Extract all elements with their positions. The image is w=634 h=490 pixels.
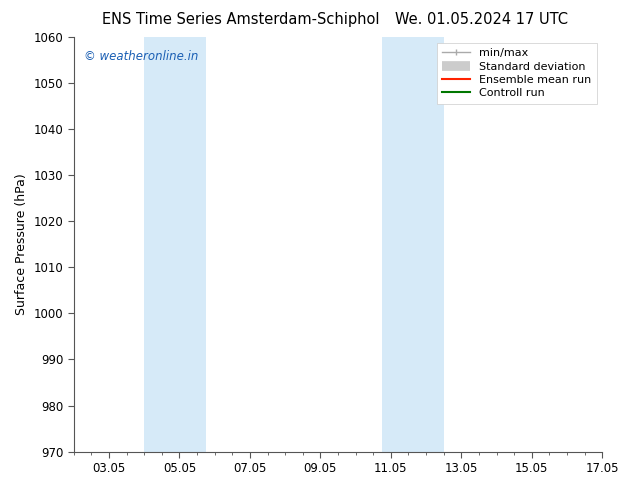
Text: ENS Time Series Amsterdam-Schiphol: ENS Time Series Amsterdam-Schiphol: [102, 12, 380, 27]
Text: © weatheronline.in: © weatheronline.in: [84, 49, 198, 63]
Y-axis label: Surface Pressure (hPa): Surface Pressure (hPa): [15, 173, 28, 315]
Text: We. 01.05.2024 17 UTC: We. 01.05.2024 17 UTC: [396, 12, 568, 27]
Bar: [144, 37, 206, 452]
Bar: [382, 37, 444, 452]
Legend: min/max, Standard deviation, Ensemble mean run, Controll run: min/max, Standard deviation, Ensemble me…: [437, 43, 597, 104]
